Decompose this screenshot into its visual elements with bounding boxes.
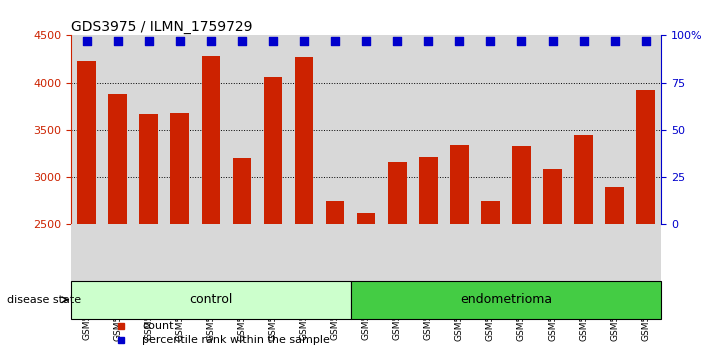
Bar bbox=[574, 136, 593, 224]
Bar bbox=[295, 57, 314, 224]
Bar bbox=[543, 170, 562, 224]
Point bbox=[422, 38, 434, 44]
Bar bbox=[419, 157, 437, 224]
Bar bbox=[77, 61, 96, 224]
Bar bbox=[481, 201, 500, 224]
Text: endometrioma: endometrioma bbox=[460, 293, 552, 306]
Point bbox=[578, 38, 589, 44]
Point bbox=[485, 38, 496, 44]
Point bbox=[267, 38, 279, 44]
FancyBboxPatch shape bbox=[351, 281, 661, 319]
Point bbox=[392, 38, 403, 44]
Bar bbox=[264, 77, 282, 224]
Bar bbox=[108, 94, 127, 224]
Point bbox=[640, 38, 651, 44]
Bar bbox=[357, 213, 375, 224]
Bar bbox=[636, 90, 655, 224]
Point bbox=[329, 38, 341, 44]
Bar bbox=[232, 158, 251, 224]
Bar bbox=[201, 56, 220, 224]
Point bbox=[299, 38, 310, 44]
Bar bbox=[326, 201, 344, 224]
Point bbox=[112, 38, 124, 44]
FancyBboxPatch shape bbox=[71, 281, 351, 319]
Bar bbox=[171, 113, 189, 224]
Text: disease state: disease state bbox=[7, 295, 81, 305]
Point bbox=[143, 38, 154, 44]
Text: count: count bbox=[142, 321, 173, 331]
Point bbox=[515, 38, 527, 44]
Point bbox=[609, 38, 620, 44]
Point bbox=[547, 38, 558, 44]
Point bbox=[454, 38, 465, 44]
Bar bbox=[450, 145, 469, 224]
Point bbox=[205, 38, 217, 44]
Text: control: control bbox=[189, 293, 232, 306]
Point bbox=[81, 38, 92, 44]
Bar bbox=[139, 114, 158, 224]
Text: percentile rank within the sample: percentile rank within the sample bbox=[142, 335, 330, 345]
Point bbox=[174, 38, 186, 44]
Point bbox=[236, 38, 247, 44]
Point bbox=[360, 38, 372, 44]
Bar bbox=[388, 162, 407, 224]
Bar bbox=[512, 146, 531, 224]
Bar bbox=[605, 187, 624, 224]
Text: GDS3975 / ILMN_1759729: GDS3975 / ILMN_1759729 bbox=[71, 21, 252, 34]
